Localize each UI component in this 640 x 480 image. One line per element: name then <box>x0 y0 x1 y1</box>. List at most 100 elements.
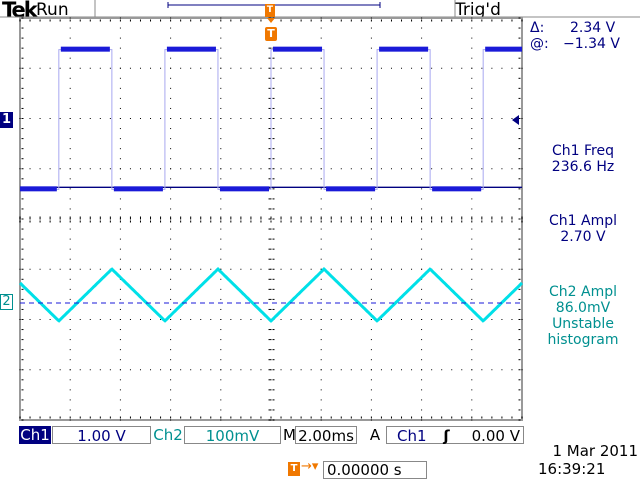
grid-tick <box>491 416 493 419</box>
grid-dot <box>49 218 51 220</box>
grid-tick <box>119 220 121 223</box>
ch2-label[interactable]: Ch2 <box>153 426 183 444</box>
grid-dot <box>511 67 513 69</box>
grid-tick <box>99 216 101 219</box>
grid-dot <box>190 168 192 170</box>
grid-dot <box>69 298 71 300</box>
grid-tick <box>268 379 271 381</box>
grid-dot <box>119 27 121 29</box>
grid-dot <box>119 389 121 391</box>
grid-tick <box>518 369 521 371</box>
grid-tick <box>268 399 271 401</box>
grid-dot <box>320 248 322 250</box>
grid-dot <box>230 168 232 170</box>
grid-dot <box>421 339 423 341</box>
grid-dot <box>250 268 252 270</box>
trigger-position-marker[interactable]: T <box>265 27 277 41</box>
grid-dot <box>511 218 513 220</box>
grid-dot <box>421 37 423 39</box>
grid-tick <box>518 87 521 89</box>
grid-tick <box>511 416 513 419</box>
grid-tick <box>39 220 41 223</box>
grid-dot <box>421 198 423 200</box>
grid-dot <box>370 27 372 29</box>
grid-dot <box>390 67 392 69</box>
grid-tick <box>461 220 463 223</box>
grid-dot <box>170 37 172 39</box>
timebase-label: M <box>283 426 296 444</box>
trigger-settings[interactable]: Ch1 ʃ 0.00 V <box>386 426 524 445</box>
grid-dot <box>119 298 121 300</box>
grid-tick <box>272 379 275 381</box>
grid-dot <box>421 208 423 210</box>
grid-dot <box>170 238 172 240</box>
grid-dot <box>370 349 372 351</box>
grid-dot <box>471 168 473 170</box>
grid-tick <box>330 19 332 22</box>
grid-dot <box>461 168 463 170</box>
grid-dot <box>421 107 423 109</box>
grid-tick <box>390 416 392 419</box>
grid-dot <box>170 319 172 320</box>
grid-dot <box>220 128 222 130</box>
ch2-ground-marker[interactable]: 2 <box>0 294 13 310</box>
grid-tick <box>21 308 24 310</box>
grid-dot <box>69 389 71 391</box>
grid-dot <box>99 319 101 320</box>
grid-dot <box>170 399 172 401</box>
grid-dot <box>340 168 342 170</box>
grid-dot <box>471 419 473 421</box>
grid-tick <box>501 19 503 22</box>
grid-dot <box>471 339 473 341</box>
grid-dot <box>19 118 21 119</box>
grid-tick <box>180 19 182 22</box>
grid-tick <box>21 268 24 270</box>
grid-tick <box>59 216 61 219</box>
grid-dot <box>370 118 372 119</box>
ch1-ground-marker[interactable]: 1 <box>0 112 13 128</box>
grid-dot <box>320 359 322 361</box>
trigger-position-field[interactable]: 0.00000 s <box>323 461 427 479</box>
grid-tick <box>471 19 473 22</box>
grid-dot <box>491 168 493 170</box>
grid-dot <box>280 168 282 170</box>
grid-tick <box>29 220 31 223</box>
grid-dot <box>471 379 473 381</box>
ch2-scale[interactable]: 100mV <box>184 426 281 445</box>
grid-tick <box>99 416 101 419</box>
grid-dot <box>320 419 322 421</box>
grid-dot <box>350 369 352 371</box>
ch1-label[interactable]: Ch1 <box>19 426 51 444</box>
grid-dot <box>491 369 493 371</box>
grid-tick <box>320 220 322 223</box>
timebase-scale[interactable]: 2.00ms <box>295 426 357 445</box>
grid-tick <box>109 216 111 219</box>
grid-tick <box>129 416 131 419</box>
grid-dot <box>210 168 212 170</box>
cursor-delta-label: Δ: <box>530 20 545 36</box>
grid-dot <box>370 47 372 49</box>
grid-tick <box>461 216 463 219</box>
grid-dot <box>200 369 202 371</box>
grid-dot <box>210 319 212 320</box>
grid-dot <box>330 268 332 270</box>
cursor-at-label: @: <box>530 36 549 52</box>
grid-dot <box>230 268 232 270</box>
grid-tick <box>461 19 463 22</box>
grid-dot <box>170 248 172 250</box>
grid-dot <box>49 369 51 371</box>
grid-tick <box>431 19 433 22</box>
grid-dot <box>39 168 41 170</box>
grid-dot <box>190 369 192 371</box>
grid-dot <box>139 67 141 69</box>
ch1-level-arrow-icon <box>512 115 519 125</box>
grid-dot <box>451 268 453 270</box>
grid-tick <box>21 288 24 290</box>
grid-dot <box>89 118 91 119</box>
grid-dot <box>320 409 322 411</box>
grid-dot <box>471 77 473 79</box>
grid-dot <box>69 268 71 270</box>
grid-dot <box>421 238 423 240</box>
ch1-scale[interactable]: 1.00 V <box>52 426 151 445</box>
